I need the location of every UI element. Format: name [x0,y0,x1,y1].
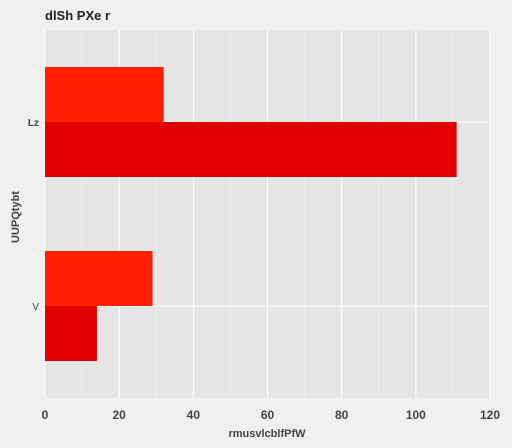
x-tick-label: 60 [261,408,275,422]
bars [45,67,457,361]
x-tick-label: 20 [112,408,126,422]
bar-lz-series-2 [45,122,457,177]
x-axis-title: rmusvlcblfPfW [228,428,306,440]
x-tick-label: 100 [406,408,426,422]
y-tick-labels: Lz V [28,118,39,313]
y-tick-label: V [32,302,39,313]
x-tick-label: 40 [187,408,201,422]
x-tick-label: 120 [480,408,500,422]
y-axis-title: UUPQtybt [10,191,22,243]
x-tick-labels: 0 20 40 60 80 100 120 [42,408,501,422]
bar-lz-series-1 [45,67,164,122]
x-tick-label: 80 [335,408,349,422]
x-tick-label: 0 [42,408,49,422]
bar-v-series-1 [45,251,153,306]
bar-v-series-2 [45,306,97,361]
y-tick-label: Lz [28,118,39,129]
chart-title: dlSh PXe r [45,8,110,23]
